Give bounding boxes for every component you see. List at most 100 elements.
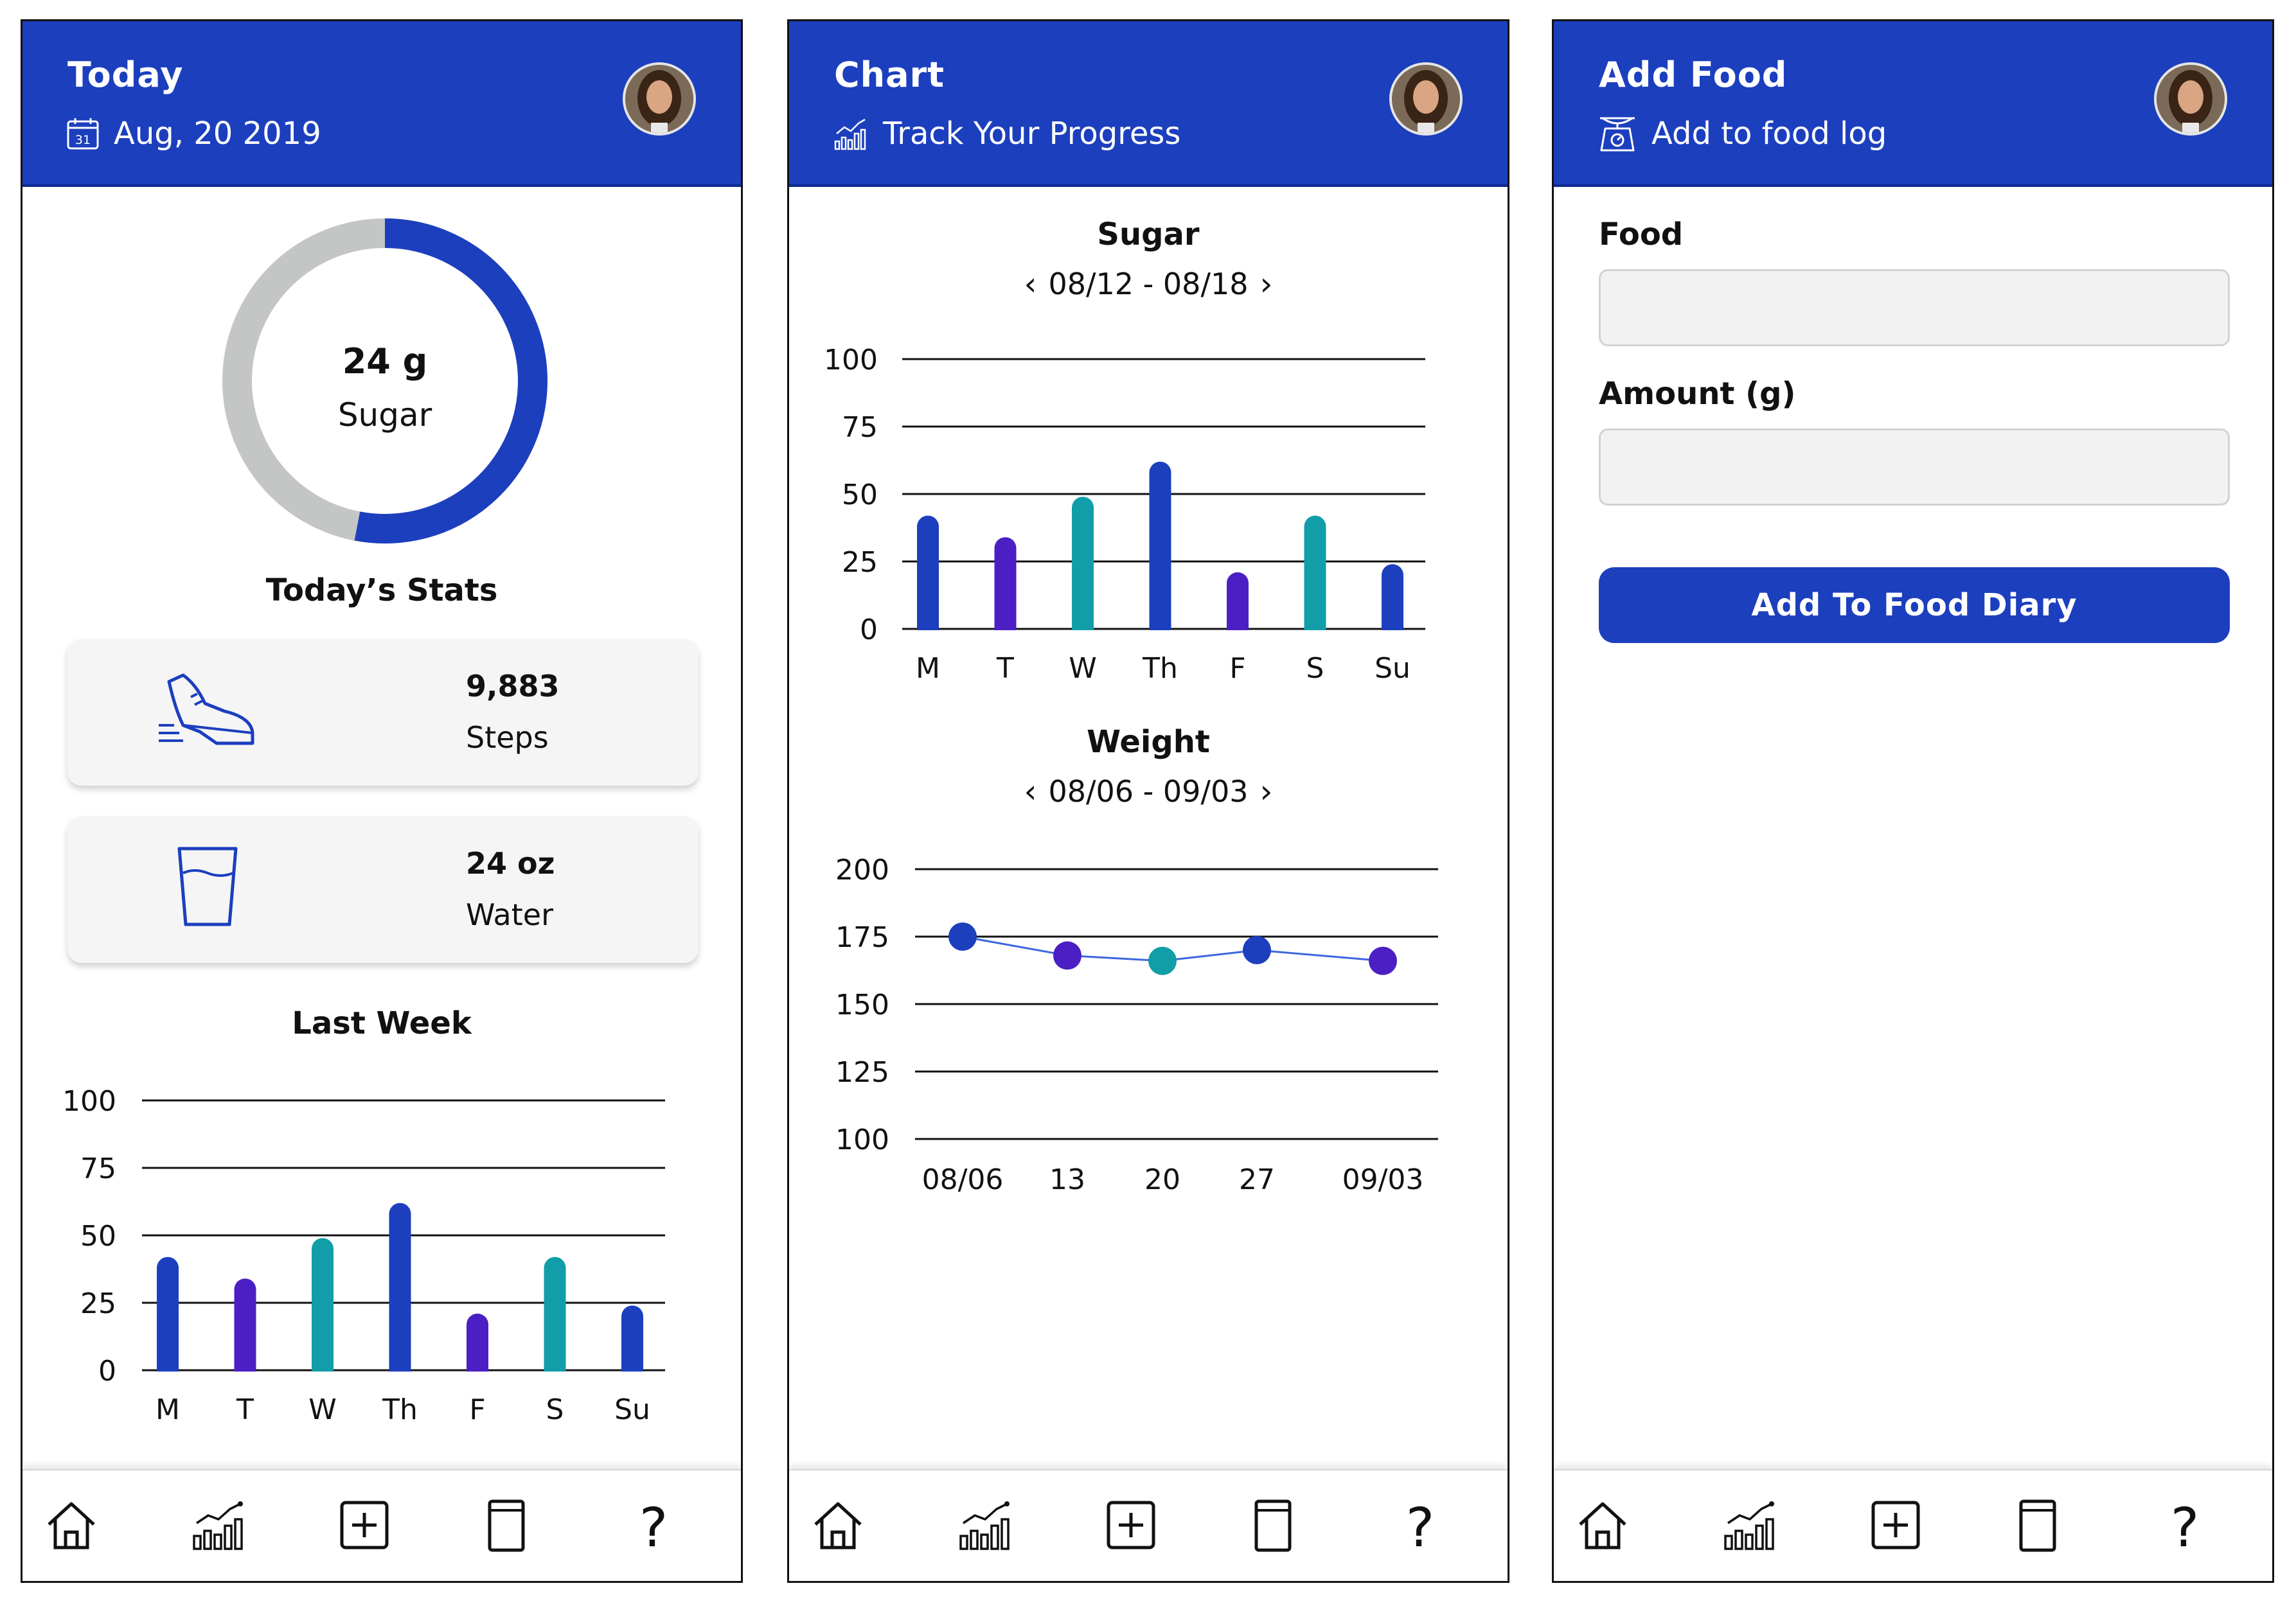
food-input[interactable]	[1599, 269, 2230, 346]
bar	[1304, 515, 1326, 630]
help-icon: ?	[1406, 1496, 1435, 1554]
svg-text:?: ?	[2171, 1496, 2200, 1554]
nav-chart-nav-button[interactable]	[1722, 1496, 1779, 1554]
home-icon	[48, 1502, 95, 1549]
bar-base	[234, 1348, 256, 1372]
avatar[interactable]	[623, 62, 696, 136]
chart-nav-icon	[1724, 1501, 1774, 1550]
avatar[interactable]	[2154, 62, 2227, 136]
y-tick-label: 25	[842, 546, 878, 579]
add-icon	[1107, 1501, 1155, 1549]
nav-chart-nav-button[interactable]	[190, 1496, 248, 1554]
bar-base	[1382, 607, 1403, 630]
sugar-chart-title: Sugar	[1097, 216, 1200, 252]
data-point	[1369, 946, 1397, 975]
nav-diary-book-button[interactable]	[477, 1496, 535, 1554]
steps-card[interactable]: 9,883 Steps	[67, 639, 699, 786]
weight-chart-title: Weight	[1087, 724, 1210, 760]
avatar[interactable]	[1389, 62, 1463, 136]
add-to-food-diary-button[interactable]: Add To Food Diary	[1599, 567, 2230, 643]
y-tick-label: 0	[98, 1355, 116, 1388]
page-title: Today	[67, 55, 184, 95]
add-icon	[1871, 1501, 1920, 1549]
y-tick-label: 100	[62, 1085, 116, 1118]
water-label: Water	[466, 897, 553, 932]
bar	[1072, 497, 1094, 630]
bar-base	[312, 1348, 334, 1372]
ring-label: Sugar	[338, 396, 432, 434]
sugar-date-range: ‹ 08/12 - 08/18 ›	[789, 265, 1508, 303]
page-subtitle: Track Your Progress	[883, 116, 1181, 152]
food-scale-icon	[1600, 117, 1635, 152]
nav-add-button[interactable]	[1867, 1496, 1925, 1554]
nav-help-button[interactable]: ?	[1391, 1496, 1449, 1554]
diary-book-icon	[488, 1499, 525, 1552]
diary-book-icon	[1254, 1499, 1292, 1552]
steps-value: 9,883	[466, 669, 560, 703]
weight-date-range: ‹ 08/06 - 09/03 ›	[789, 773, 1508, 810]
amount-label: Amount (g)	[1599, 376, 1796, 412]
nav-diary-book-button[interactable]	[2008, 1496, 2066, 1554]
nav-home-button[interactable]	[42, 1496, 100, 1554]
nav-help-button[interactable]: ?	[625, 1496, 682, 1554]
bar-base	[467, 1348, 488, 1372]
y-tick-label: 150	[835, 989, 889, 1021]
nav-home-button[interactable]	[809, 1496, 867, 1554]
food-label: Food	[1599, 216, 1684, 252]
x-tick-label: M	[916, 652, 940, 685]
y-tick-label: 175	[835, 921, 889, 954]
bar-base	[994, 607, 1017, 630]
current-date: Aug, 20 2019	[114, 116, 321, 152]
x-tick-label: Su	[1375, 652, 1411, 685]
y-tick-label: 25	[80, 1287, 116, 1320]
x-tick-label: Th	[382, 1393, 418, 1426]
x-tick-label: S	[1306, 652, 1324, 685]
bar	[312, 1238, 334, 1372]
add-food-screen: Add Food Add to food log Food Amount (g)	[1552, 19, 2274, 1583]
sneaker-icon	[159, 673, 254, 745]
data-point	[1243, 936, 1271, 964]
amount-input[interactable]	[1599, 428, 2230, 506]
header: Today 31 Aug, 20 2019	[22, 21, 741, 187]
page-title: Add Food	[1599, 55, 1788, 95]
x-tick-label: M	[156, 1393, 180, 1426]
stats-title: Today’s Stats	[265, 572, 498, 608]
y-tick-label: 125	[835, 1056, 889, 1089]
prev-range-button[interactable]: ‹	[1024, 773, 1037, 810]
bar-base	[917, 607, 939, 630]
chart-nav-icon	[193, 1501, 243, 1550]
next-range-button[interactable]: ›	[1259, 773, 1273, 810]
x-tick-label: T	[236, 1393, 254, 1426]
subtitle-row: Track Your Progress	[833, 111, 1180, 156]
sugar-range-label: 08/12 - 08/18	[1048, 267, 1249, 301]
bar	[544, 1257, 566, 1372]
nav-add-button[interactable]	[335, 1496, 393, 1554]
y-tick-label: 75	[842, 411, 878, 444]
data-point	[1148, 946, 1177, 975]
nav-home-button[interactable]	[1574, 1496, 1632, 1554]
nav-add-button[interactable]	[1102, 1496, 1160, 1554]
svg-text:?: ?	[639, 1496, 668, 1554]
page-title: Chart	[834, 55, 945, 95]
x-tick-label: W	[308, 1393, 337, 1426]
nav-diary-book-button[interactable]	[1243, 1496, 1301, 1554]
prev-week-button[interactable]: ‹	[1024, 265, 1037, 303]
next-week-button[interactable]: ›	[1259, 265, 1273, 303]
x-tick-label: T	[996, 652, 1014, 685]
nav-help-button[interactable]: ?	[2156, 1496, 2214, 1554]
date-row: 31 Aug, 20 2019	[66, 111, 321, 156]
chart-icon	[834, 118, 866, 150]
last-week-bar-chart: 100 75 50 25 0 M T W Th F S Su	[62, 1085, 665, 1426]
bar	[389, 1203, 411, 1372]
x-tick-label: 27	[1239, 1163, 1275, 1196]
sugar-bar-chart: 100 75 50 25 0 M T W Th F S Su	[824, 344, 1425, 685]
water-card[interactable]: 24 oz Water	[67, 816, 699, 963]
x-tick-label: F	[1229, 652, 1245, 685]
chart-title: Last Week	[292, 1005, 472, 1041]
bar	[157, 1257, 179, 1372]
nav-chart-nav-button[interactable]	[957, 1496, 1015, 1554]
x-tick-label: 13	[1049, 1163, 1085, 1196]
weight-line-chart: 200 175 150 125 100 08/06 13 20 27 09/03	[835, 854, 1438, 1196]
sugar-progress-ring: 24 g Sugar	[222, 218, 547, 543]
x-tick-label: F	[469, 1393, 485, 1426]
